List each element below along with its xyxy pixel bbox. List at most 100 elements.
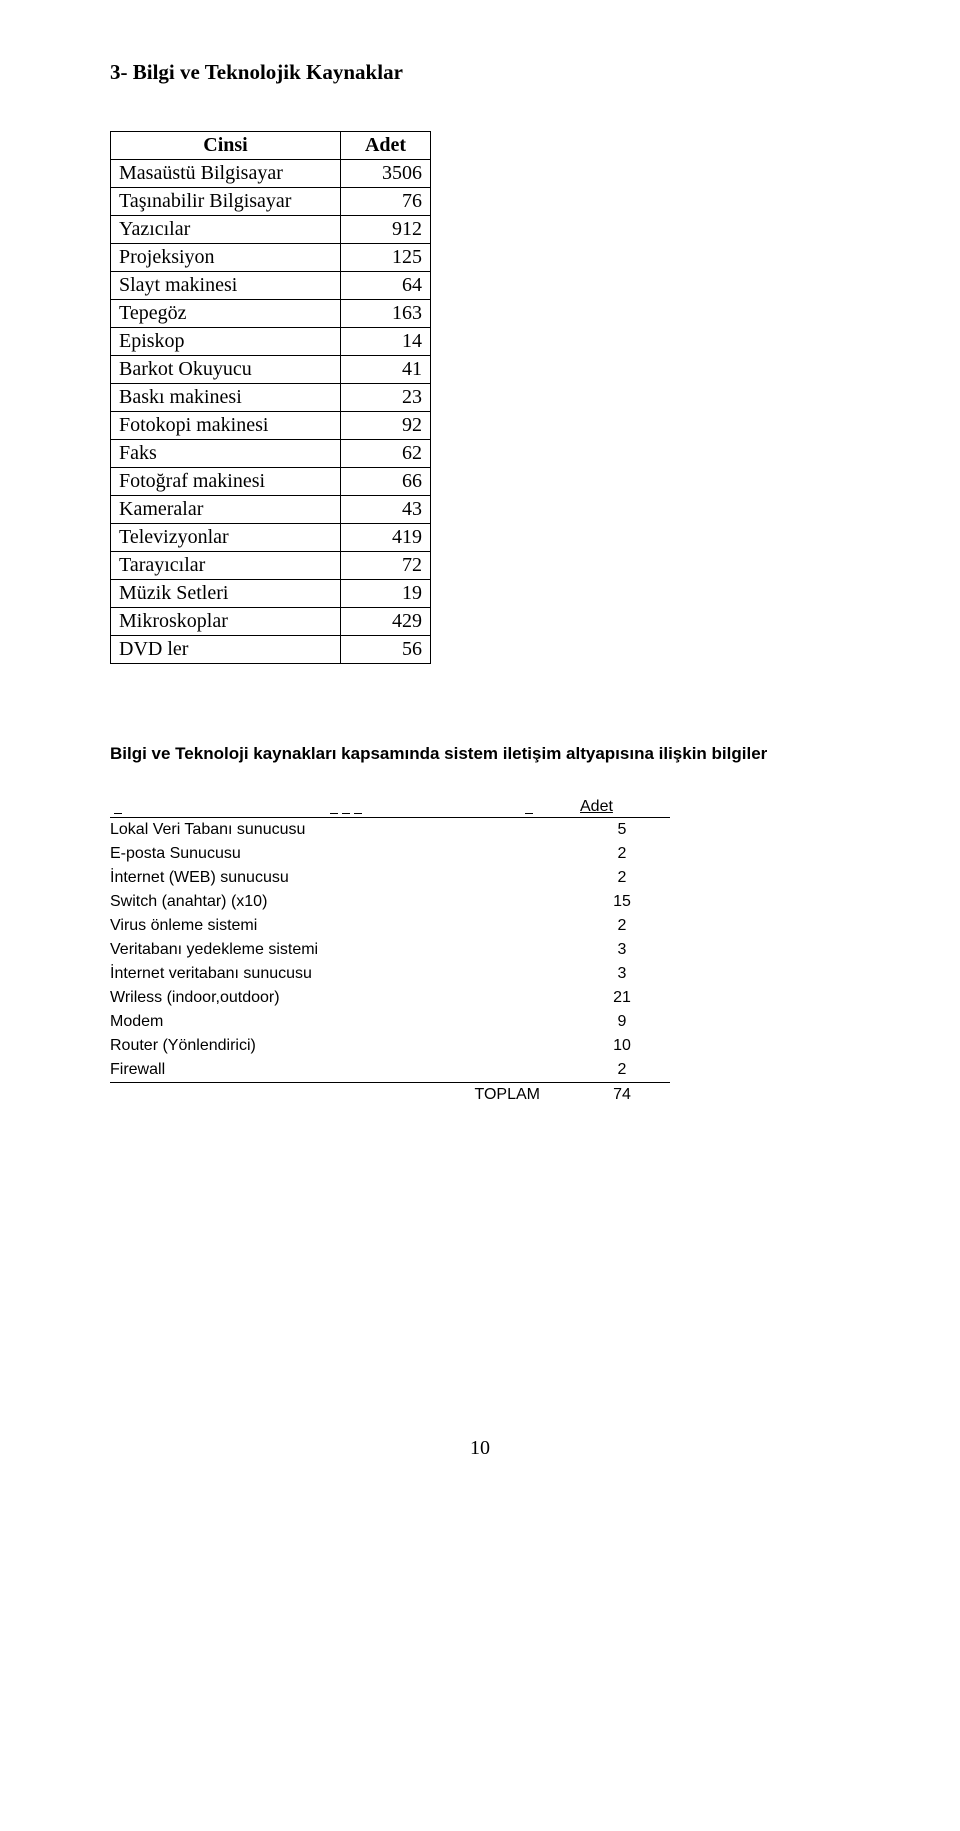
infra-qty: 9 xyxy=(580,1010,670,1034)
equip-name: Tepegöz xyxy=(111,300,341,328)
infra-qty: 3 xyxy=(580,962,670,986)
table-row: Switch (anahtar) (x10)15 xyxy=(110,890,670,914)
infra-header: Adet xyxy=(110,798,670,818)
equip-name: Yazıcılar xyxy=(111,216,341,244)
equipment-table: Cinsi Adet Masaüstü Bilgisayar3506Taşına… xyxy=(110,131,431,664)
equip-name: Mikroskoplar xyxy=(111,608,341,636)
infra-name: Lokal Veri Tabanı sunucusu xyxy=(110,818,580,842)
equip-qty: 912 xyxy=(341,216,431,244)
infra-name: Firewall xyxy=(110,1058,580,1083)
equip-name: Faks xyxy=(111,440,341,468)
equip-qty: 72 xyxy=(341,552,431,580)
table-row: Firewall2 xyxy=(110,1058,670,1083)
equip-name: Taşınabilir Bilgisayar xyxy=(111,188,341,216)
page-number: 10 xyxy=(110,1437,850,1460)
table-row: Episkop14 xyxy=(111,328,431,356)
equip-qty: 62 xyxy=(341,440,431,468)
infra-name: İnternet veritabanı sunucusu xyxy=(110,962,580,986)
equip-name: Fotoğraf makinesi xyxy=(111,468,341,496)
equip-qty: 92 xyxy=(341,412,431,440)
table-row: Barkot Okuyucu41 xyxy=(111,356,431,384)
equip-qty: 125 xyxy=(341,244,431,272)
equip-qty: 41 xyxy=(341,356,431,384)
equip-qty: 56 xyxy=(341,636,431,664)
table-row: Televizyonlar419 xyxy=(111,524,431,552)
equip-qty: 14 xyxy=(341,328,431,356)
table-row: Taşınabilir Bilgisayar76 xyxy=(111,188,431,216)
equip-name: Kameralar xyxy=(111,496,341,524)
equip-name: Episkop xyxy=(111,328,341,356)
equip-qty: 429 xyxy=(341,608,431,636)
infra-name: Veritabanı yedekleme sistemi xyxy=(110,938,580,962)
infrastructure-block: Adet Lokal Veri Tabanı sunucusu5E-posta … xyxy=(110,798,670,1107)
infra-name: Virus önleme sistemi xyxy=(110,914,580,938)
table-row: Kameralar43 xyxy=(111,496,431,524)
table-row: Baskı makinesi23 xyxy=(111,384,431,412)
section-title: 3- Bilgi ve Teknolojik Kaynaklar xyxy=(110,60,850,85)
infra-qty: 2 xyxy=(580,842,670,866)
table-row: Projeksiyon125 xyxy=(111,244,431,272)
tick-icon xyxy=(114,813,122,814)
infra-header-ticks xyxy=(110,798,580,815)
equip-qty: 43 xyxy=(341,496,431,524)
table-row: Fotoğraf makinesi66 xyxy=(111,468,431,496)
table-row: İnternet (WEB) sunucusu2 xyxy=(110,866,670,890)
infra-qty: 15 xyxy=(580,890,670,914)
infra-qty: 2 xyxy=(580,1058,670,1083)
table-row: Lokal Veri Tabanı sunucusu5 xyxy=(110,818,670,842)
infra-name: Switch (anahtar) (x10) xyxy=(110,890,580,914)
tick-icon xyxy=(525,813,533,814)
infra-qty: 3 xyxy=(580,938,670,962)
table-row: Wriless (indoor,outdoor)21 xyxy=(110,986,670,1010)
table-row: Router (Yönlendirici)10 xyxy=(110,1034,670,1058)
table-row: Fotokopi makinesi92 xyxy=(111,412,431,440)
infra-qty: 2 xyxy=(580,866,670,890)
tick-icon xyxy=(342,813,350,814)
col-header-name: Cinsi xyxy=(111,132,341,160)
table-row: Virus önleme sistemi2 xyxy=(110,914,670,938)
equip-qty: 163 xyxy=(341,300,431,328)
table-row: İnternet veritabanı sunucusu3 xyxy=(110,962,670,986)
equip-qty: 76 xyxy=(341,188,431,216)
table-row: Yazıcılar912 xyxy=(111,216,431,244)
equip-qty: 66 xyxy=(341,468,431,496)
table-header-row: Cinsi Adet xyxy=(111,132,431,160)
col-header-qty: Adet xyxy=(341,132,431,160)
infra-total-label: TOPLAM xyxy=(110,1083,580,1108)
table-row: Slayt makinesi64 xyxy=(111,272,431,300)
equip-name: DVD ler xyxy=(111,636,341,664)
equip-name: Fotokopi makinesi xyxy=(111,412,341,440)
infrastructure-table: Lokal Veri Tabanı sunucusu5E-posta Sunuc… xyxy=(110,818,670,1107)
infra-name: Modem xyxy=(110,1010,580,1034)
infra-qty: 21 xyxy=(580,986,670,1010)
equip-name: Masaüstü Bilgisayar xyxy=(111,160,341,188)
equip-name: Televizyonlar xyxy=(111,524,341,552)
table-row: E-posta Sunucusu2 xyxy=(110,842,670,866)
infra-qty: 10 xyxy=(580,1034,670,1058)
infra-qty: 5 xyxy=(580,818,670,842)
equip-name: Barkot Okuyucu xyxy=(111,356,341,384)
equip-qty: 23 xyxy=(341,384,431,412)
table-row: Müzik Setleri19 xyxy=(111,580,431,608)
equip-name: Müzik Setleri xyxy=(111,580,341,608)
equip-name: Projeksiyon xyxy=(111,244,341,272)
equip-name: Tarayıcılar xyxy=(111,552,341,580)
equip-qty: 419 xyxy=(341,524,431,552)
equip-qty: 64 xyxy=(341,272,431,300)
table-row: Masaüstü Bilgisayar3506 xyxy=(111,160,431,188)
tick-icon xyxy=(354,813,362,814)
table-row: Tarayıcılar72 xyxy=(111,552,431,580)
equip-qty: 3506 xyxy=(341,160,431,188)
sub-heading: Bilgi ve Teknoloji kaynakları kapsamında… xyxy=(110,744,850,764)
infra-header-qty: Adet xyxy=(580,798,670,818)
table-row: DVD ler56 xyxy=(111,636,431,664)
equip-name: Baskı makinesi xyxy=(111,384,341,412)
tick-icon xyxy=(330,813,338,814)
infra-name: Wriless (indoor,outdoor) xyxy=(110,986,580,1010)
table-row: Faks62 xyxy=(111,440,431,468)
infra-total-value: 74 xyxy=(580,1083,670,1108)
table-row: Modem9 xyxy=(110,1010,670,1034)
infra-name: E-posta Sunucusu xyxy=(110,842,580,866)
equip-name: Slayt makinesi xyxy=(111,272,341,300)
infra-name: İnternet (WEB) sunucusu xyxy=(110,866,580,890)
